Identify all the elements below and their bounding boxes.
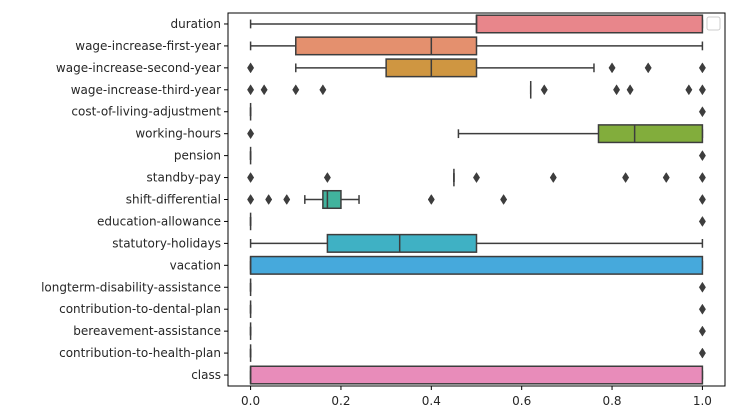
box-group-working-hours — [247, 124, 704, 144]
outlier-shift-differential-3 — [427, 194, 435, 205]
y-tick-label-standby-pay: standby-pay — [147, 171, 221, 185]
box-group-wage-increase-first-year — [249, 36, 704, 56]
outlier-wage-increase-third-year-8 — [698, 84, 706, 96]
outlier-shift-differential-2 — [283, 194, 291, 205]
y-tick-label-class: class — [191, 368, 221, 382]
outlier-shift-differential-0 — [247, 194, 255, 205]
outlier-pension-0 — [698, 150, 706, 162]
box-group-vacation — [249, 255, 704, 275]
outlier-shift-differential-4 — [500, 194, 508, 205]
outlier-wage-increase-second-year-1 — [608, 62, 616, 74]
box-group-cost-of-living-adjustment — [249, 102, 706, 121]
x-tick-label-2: 0.4 — [422, 394, 441, 408]
box-wage-increase-first-year — [295, 36, 478, 56]
outlier-standby-pay-3 — [549, 172, 557, 184]
y-tick-label-bereavement-assistance: bereavement-assistance — [73, 324, 221, 338]
x-tick-label-3: 0.6 — [512, 394, 531, 408]
y-tick-label-duration: duration — [171, 17, 222, 31]
y-tick-label-pension: pension — [174, 149, 221, 163]
y-tick-label-contribution-to-health-plan: contribution-to-health-plan — [59, 346, 221, 360]
outlier-standby-pay-1 — [323, 172, 331, 184]
outlier-bereavement-assistance-0 — [698, 325, 706, 337]
y-tick-label-wage-increase-first-year: wage-increase-first-year — [75, 39, 221, 53]
box-group-duration — [249, 14, 704, 34]
box-group-education-allowance — [249, 212, 706, 231]
y-tick-label-working-hours: working-hours — [135, 127, 221, 141]
box-shift-differential — [322, 189, 342, 210]
box-group-wage-increase-third-year — [247, 81, 706, 99]
outlier-wage-increase-third-year-7 — [685, 84, 693, 96]
y-tick-label-statutory-holidays: statutory-holidays — [112, 236, 221, 250]
box-group-shift-differential — [247, 189, 706, 210]
outlier-contribution-to-health-plan-0 — [698, 347, 706, 359]
outlier-wage-increase-third-year-2 — [292, 84, 300, 96]
box-group-wage-increase-second-year — [247, 58, 706, 78]
outlier-standby-pay-2 — [473, 172, 480, 184]
boxes-layer — [247, 14, 706, 385]
legend-layer — [706, 16, 721, 31]
outlier-wage-increase-third-year-1 — [260, 84, 268, 96]
outlier-wage-increase-second-year-2 — [644, 62, 652, 74]
x-tick-label-0: 0.0 — [241, 394, 260, 408]
outlier-wage-increase-third-year-5 — [613, 84, 621, 96]
x-tick-label-4: 0.8 — [602, 394, 621, 408]
box-group-bereavement-assistance — [249, 322, 706, 340]
outlier-shift-differential-5 — [698, 194, 706, 205]
x-tick-label-1: 0.2 — [331, 394, 350, 408]
y-tick-label-contribution-to-dental-plan: contribution-to-dental-plan — [59, 302, 221, 316]
y-tick-label-vacation: vacation — [170, 258, 221, 272]
x-tick-label-5: 1.0 — [693, 394, 712, 408]
box-group-contribution-to-health-plan — [249, 344, 706, 362]
y-tick-label-education-allowance: education-allowance — [97, 214, 221, 228]
outlier-shift-differential-1 — [265, 194, 273, 205]
outlier-wage-increase-second-year-3 — [698, 62, 706, 74]
box-group-pension — [249, 146, 706, 165]
outlier-standby-pay-0 — [247, 172, 255, 184]
outlier-wage-increase-third-year-6 — [626, 84, 634, 96]
box-statutory-holidays — [326, 233, 478, 253]
box-group-standby-pay — [247, 168, 706, 187]
box-class — [249, 365, 704, 385]
box-working-hours — [597, 124, 704, 144]
outlier-wage-increase-second-year-0 — [247, 62, 255, 74]
y-tick-label-shift-differential: shift-differential — [126, 193, 221, 207]
outlier-standby-pay-4 — [622, 172, 630, 184]
outlier-wage-increase-third-year-4 — [540, 84, 548, 96]
box-group-statutory-holidays — [249, 233, 704, 253]
outlier-education-allowance-0 — [698, 215, 706, 227]
box-vacation — [249, 255, 704, 275]
box-group-longterm-disability-assistance — [249, 278, 706, 297]
outlier-cost-of-living-adjustment-0 — [698, 106, 706, 118]
box-group-class — [249, 365, 704, 385]
outlier-contribution-to-dental-plan-0 — [698, 303, 706, 315]
box-duration — [475, 14, 704, 34]
outlier-standby-pay-6 — [698, 172, 706, 184]
outlier-wage-increase-third-year-3 — [319, 84, 327, 96]
legend-box — [706, 16, 721, 31]
outlier-wage-increase-third-year-0 — [247, 84, 255, 96]
box-group-contribution-to-dental-plan — [249, 300, 706, 318]
outlier-standby-pay-5 — [662, 172, 670, 184]
outlier-longterm-disability-assistance-0 — [698, 281, 706, 293]
y-tick-label-wage-increase-second-year: wage-increase-second-year — [56, 61, 221, 75]
y-tick-label-cost-of-living-adjustment: cost-of-living-adjustment — [71, 105, 221, 119]
outlier-working-hours-0 — [247, 128, 255, 140]
y-tick-label-wage-increase-third-year: wage-increase-third-year — [71, 83, 221, 97]
axes-layer: duration wage-increase-first-year wage-inc… — [41, 12, 726, 408]
y-tick-label-longterm-disability-assistance: longterm-disability-assistance — [41, 280, 221, 294]
